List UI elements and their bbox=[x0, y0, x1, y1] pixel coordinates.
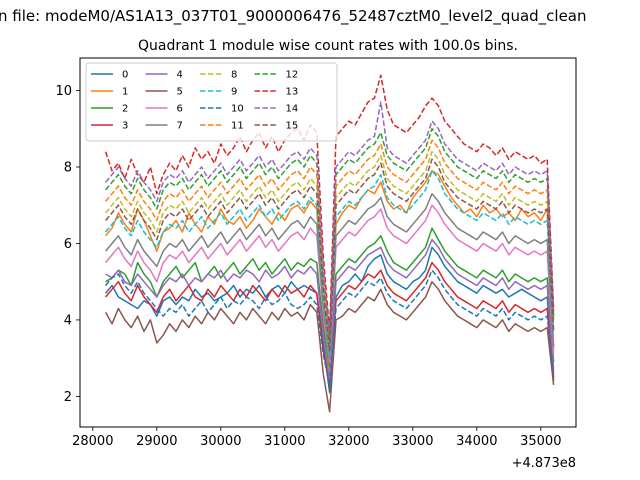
legend-label-9: 9 bbox=[231, 87, 237, 98]
series-line-15 bbox=[105, 158, 555, 352]
series-line-3 bbox=[105, 261, 555, 386]
x-tick-label: 28000 bbox=[72, 434, 113, 449]
legend-label-5: 5 bbox=[177, 87, 183, 98]
legend-label-11: 11 bbox=[231, 121, 244, 132]
x-tick-label: 32000 bbox=[328, 434, 369, 449]
y-tick-label: 6 bbox=[64, 237, 72, 252]
plot-frame bbox=[79, 57, 577, 428]
y-tick-label: 2 bbox=[64, 390, 72, 405]
figure-suptitle: n file: modeM0/AS1A13_037T01_9000006476_… bbox=[0, 7, 587, 26]
x-tick-label: 31000 bbox=[264, 434, 305, 449]
series-line-2 bbox=[105, 227, 555, 367]
x-tick-label: 33000 bbox=[392, 434, 433, 449]
series-line-9 bbox=[105, 170, 555, 356]
x-axis: 28000 29000 30000 31000 32000 33000 34000 35000 bbox=[72, 427, 561, 449]
x-tick-label: 29000 bbox=[136, 434, 177, 449]
legend-label-12: 12 bbox=[286, 70, 299, 81]
legend-label-6: 6 bbox=[177, 104, 183, 115]
legend-label-0: 0 bbox=[122, 70, 128, 81]
series-line-10 bbox=[105, 269, 555, 386]
legend-label-10: 10 bbox=[231, 104, 244, 115]
series-line-7 bbox=[105, 192, 555, 359]
x-tick-label: 35000 bbox=[520, 434, 561, 449]
legend-label-15: 15 bbox=[286, 121, 299, 132]
legend-label-3: 3 bbox=[122, 121, 128, 132]
chart-title: Quadrant 1 module wise count rates with … bbox=[138, 38, 518, 54]
legend-label-13: 13 bbox=[286, 87, 299, 98]
legend-box bbox=[85, 62, 338, 142]
x-tick-label: 30000 bbox=[200, 434, 241, 449]
y-tick-label: 8 bbox=[64, 160, 72, 175]
series-layer bbox=[104, 74, 555, 413]
legend-label-8: 8 bbox=[231, 70, 237, 81]
series-line-6 bbox=[105, 204, 555, 363]
x-axis-offset-label: +4.873e8 bbox=[512, 456, 576, 471]
series-line-13 bbox=[104, 74, 555, 333]
y-tick-label: 10 bbox=[55, 84, 72, 99]
series-line-0 bbox=[105, 246, 555, 394]
legend-label-4: 4 bbox=[177, 70, 183, 81]
legend-label-7: 7 bbox=[177, 121, 183, 132]
y-axis: 2 4 6 8 10 bbox=[55, 84, 80, 405]
legend-label-14: 14 bbox=[286, 104, 299, 115]
series-line-14 bbox=[105, 101, 555, 336]
legend-label-1: 1 bbox=[122, 87, 128, 98]
y-tick-label: 4 bbox=[64, 313, 72, 328]
series-line-5 bbox=[104, 280, 555, 413]
x-tick-label: 34000 bbox=[456, 434, 497, 449]
legend-label-2: 2 bbox=[122, 104, 128, 115]
